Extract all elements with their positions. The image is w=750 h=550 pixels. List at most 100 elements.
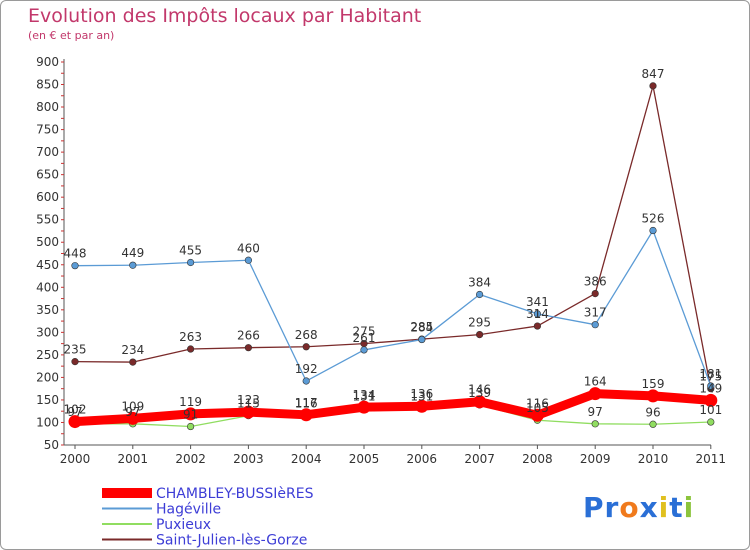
data-label: 115 [237,397,260,411]
data-label: 119 [179,395,202,409]
data-label: 268 [295,328,318,342]
legend-label: CHAMBLEY-BUSSIèRES [156,486,314,502]
y-tick-label: 150 [36,393,59,407]
x-tick-label: 2008 [522,452,553,466]
series-point [184,407,198,421]
data-label: 386 [584,275,607,289]
data-label: 455 [179,244,202,258]
data-label: 146 [468,383,491,397]
series-point [591,321,599,329]
series-point [588,387,602,401]
data-label: 263 [179,330,202,344]
data-label: 266 [237,329,260,343]
chart-title: Evolution des Impôts locaux par Habitant [28,5,422,27]
data-label: 261 [353,331,376,345]
legend-label: Hagéville [156,502,221,518]
x-tick-label: 2007 [464,452,495,466]
series-point [71,262,79,270]
data-labels: 235 234 263 266 268 275 285 295 314 386 847 175 448 4… [64,67,723,422]
x-tick-label: 2005 [349,452,380,466]
series-point [129,261,137,269]
data-label: 235 [64,343,87,357]
legend: CHAMBLEY-BUSSIèRESHagévillePuxieuxSaint-… [102,486,314,549]
data-label: 175 [699,370,722,384]
data-label: 460 [237,241,260,255]
data-label: 139 [468,386,491,400]
proxiti-logo: Proxiti [583,491,694,524]
series-point [649,82,657,90]
data-label: 341 [526,295,549,309]
y-tick-label: 900 [36,55,59,69]
series-point [244,256,252,264]
data-label: 847 [642,67,665,81]
y-tick-label: 700 [36,145,59,159]
y-tick-label: 400 [36,280,59,294]
series-point [418,335,426,344]
series-line [74,85,712,390]
logo-letter: o [619,491,640,524]
data-label: 526 [642,212,665,226]
x-tick-label: 2006 [407,452,438,466]
series-point [415,399,429,413]
data-label: 102 [64,403,87,417]
logo-letter: r [604,491,620,524]
legend-label: Puxieux [156,517,211,533]
series-point [476,290,484,299]
data-label: 384 [468,276,491,290]
logo-letter: x [639,491,659,524]
series-point [533,310,542,318]
data-label: 109 [121,399,144,413]
data-label: 134 [353,388,376,402]
data-label: 449 [121,246,144,260]
y-tick-label: 750 [36,123,59,137]
data-label: 314 [526,307,549,321]
chart-subtitle: (en € et par an) [28,29,115,42]
data-label: 285 [410,320,433,334]
legend-swatch [102,507,152,510]
series-point [476,331,484,339]
logo-letter: i [658,491,670,524]
series-point [68,415,82,429]
data-label: 97 [588,405,603,419]
data-label: 97 [67,405,82,419]
x-tick-label: 2000 [60,452,91,466]
series-point [707,418,715,426]
series-point [649,226,657,235]
data-label: 117 [295,396,318,410]
logo-letter: P [583,491,605,524]
data-label: 164 [584,375,607,389]
series-point [126,411,140,425]
y-tick-label: 550 [36,213,59,227]
data-label: 284 [410,321,433,335]
data-label: 101 [699,403,722,417]
x-tick-label: 2003 [233,452,264,466]
data-label: 149 [699,381,722,395]
data-label: 136 [410,387,433,401]
series-point [129,358,137,366]
series-point [302,377,310,385]
data-label: 97 [125,405,140,419]
logo-letter: t [669,491,684,524]
series-point [302,343,310,351]
legend-swatch [102,488,152,498]
data-label: 295 [468,316,491,330]
x-tick-label: 2001 [118,452,149,466]
y-tick-label: 350 [36,303,59,317]
data-label: 91 [183,408,198,422]
data-label: 131 [410,390,433,404]
series-point [591,420,599,428]
data-label: 116 [526,396,549,410]
legend-swatch [102,523,152,525]
x-tick-label: 2010 [638,452,669,466]
series-point [187,345,195,353]
y-tick-label: 200 [36,370,59,384]
data-label: 317 [584,306,607,320]
series-point [646,389,660,403]
series-point [530,408,544,422]
y-tick-label: 650 [36,168,59,182]
series-point [360,346,368,354]
series-point [299,408,313,422]
y-tick-label: 850 [36,78,59,92]
